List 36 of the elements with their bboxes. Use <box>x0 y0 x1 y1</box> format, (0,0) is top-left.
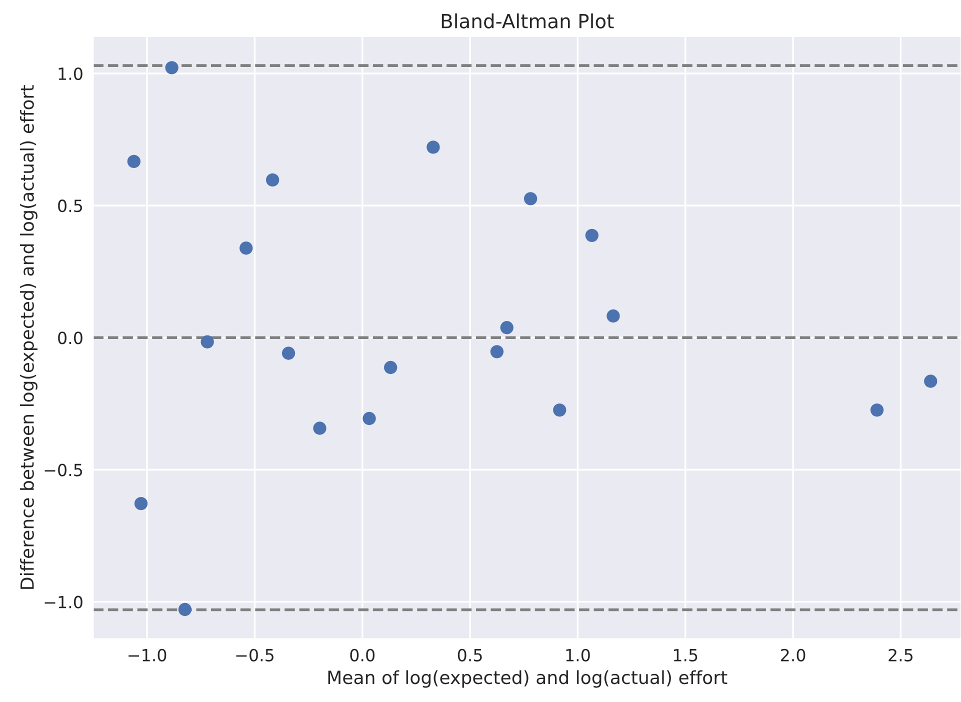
point <box>282 346 296 360</box>
y-tick-label: 0.0 <box>58 332 82 344</box>
point <box>490 345 504 358</box>
y-tick-label: 0.5 <box>58 200 82 212</box>
point <box>524 192 538 206</box>
point <box>134 496 148 510</box>
point <box>585 228 599 242</box>
x-axis-title: Mean of log(expected) and log(actual) effort <box>328 670 728 688</box>
chart-title: Bland-Altman Plot <box>442 13 614 28</box>
y-tick-label: 1.0 <box>58 67 82 80</box>
point <box>362 412 376 426</box>
x-tick-label: 0.0 <box>350 648 375 662</box>
x-tick-label: 0.5 <box>458 648 482 662</box>
point <box>178 602 192 616</box>
x-tick-label: −0.5 <box>236 648 274 662</box>
point <box>127 154 141 168</box>
point <box>384 360 398 374</box>
x-tick-label: 2.5 <box>888 648 913 662</box>
point <box>870 403 884 417</box>
x-tick-label: 1.5 <box>674 649 698 662</box>
point <box>313 422 326 435</box>
y-axis-title: Difference between log(expected) and log(actual) effort <box>20 85 38 589</box>
x-tick-label: 1.0 <box>566 648 590 662</box>
y-tick-label: −1.0 <box>44 596 82 608</box>
point <box>500 321 514 334</box>
point <box>200 335 214 348</box>
y-tick-label: −0.5 <box>44 464 82 476</box>
point <box>426 140 440 154</box>
x-tick-label: −1.0 <box>128 648 166 662</box>
point <box>266 173 280 187</box>
point <box>553 403 566 417</box>
x-tick-label: 2.0 <box>781 648 806 662</box>
point <box>924 374 938 388</box>
point <box>606 309 620 323</box>
point <box>165 61 178 74</box>
point <box>240 242 253 255</box>
